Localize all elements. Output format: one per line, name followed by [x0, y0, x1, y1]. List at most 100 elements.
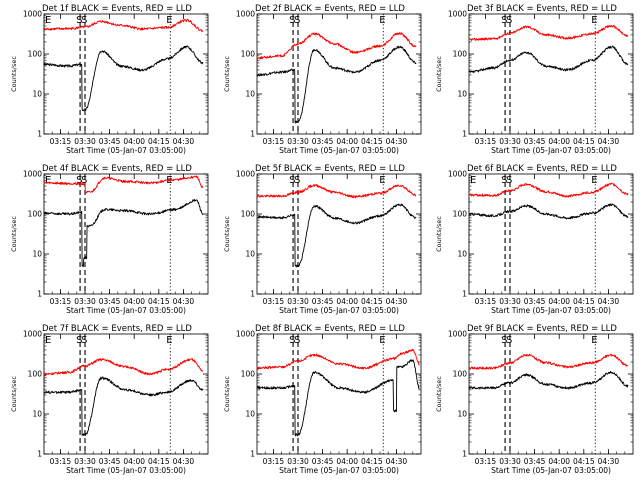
plot-frame — [468, 333, 634, 455]
y-tick-label: 1000 — [236, 10, 255, 19]
x-tick-label: 04:15 — [361, 457, 383, 466]
x-tick-label: 03:15 — [50, 137, 72, 146]
y-tick-label: 10 — [245, 90, 255, 99]
x-tick-label: 03:30 — [499, 457, 521, 466]
marker-label: S — [501, 175, 507, 186]
y-tick-label: 10 — [245, 410, 255, 419]
marker-label: S — [501, 15, 507, 26]
y-tick-label: 1000 — [448, 330, 467, 339]
x-tick-label: 04:30 — [598, 297, 620, 306]
series-line-lld — [468, 182, 629, 198]
x-tick-label: 04:15 — [148, 297, 170, 306]
marker-label: E — [379, 15, 385, 26]
y-tick-label: 100 — [28, 210, 43, 219]
series-line-lld — [256, 348, 420, 370]
y-tick-label: 1 — [250, 130, 255, 139]
plot-frame — [256, 13, 422, 135]
y-axis-label: Counts/sec — [223, 216, 231, 252]
x-tick-label: 03:30 — [499, 297, 521, 306]
series-line-events — [468, 45, 629, 74]
plot-frame — [43, 173, 209, 295]
panel-9: Det 9f BLACK = Events, RED = LLD 1 10 100 10… — [435, 324, 634, 475]
y-tick-label: 1000 — [236, 330, 255, 339]
x-tick-label: 04:30 — [598, 137, 620, 146]
x-tick-label: 03:30 — [74, 297, 96, 306]
x-tick-label: 03:45 — [99, 137, 121, 146]
marker-label: E — [379, 335, 385, 346]
marker-label: S — [81, 15, 87, 26]
x-tick-label: 04:30 — [173, 297, 195, 306]
x-tick-label: 04:15 — [148, 457, 170, 466]
marker-label: S — [76, 175, 82, 186]
y-tick-label: 10 — [32, 250, 42, 259]
y-tick-label: 100 — [453, 210, 468, 219]
panel-5: Det 5f BLACK = Events, RED = LLD 1 10 100 10… — [223, 164, 422, 315]
series-line-events — [468, 203, 629, 220]
x-tick-label: 04:00 — [548, 137, 570, 146]
x-tick-label: 04:00 — [336, 137, 358, 146]
panel-title: Det 4f BLACK = Events, RED = LLD — [42, 164, 192, 174]
y-axis-label: Counts/sec — [435, 56, 443, 92]
x-tick-label: 04:30 — [386, 457, 408, 466]
x-tick-label: 04:30 — [386, 297, 408, 306]
x-tick-label: 03:45 — [524, 457, 546, 466]
x-tick-label: 04:00 — [336, 457, 358, 466]
marker-label: E — [591, 335, 597, 346]
x-tick-label: 03:30 — [287, 457, 309, 466]
x-axis-label: Start Time (05-Jan-07 03:05:00) — [66, 146, 186, 155]
x-tick-label: 04:00 — [123, 137, 145, 146]
series-line-lld — [468, 353, 629, 370]
marker-label: S — [81, 335, 87, 346]
y-tick-label: 1000 — [23, 170, 42, 179]
y-axis-label: Counts/sec — [10, 376, 18, 412]
x-tick-label: 03:30 — [74, 457, 96, 466]
plot-frame — [43, 333, 209, 455]
series-line-events — [468, 371, 629, 390]
marker-label: E — [45, 335, 51, 346]
panel-title: Det 9f BLACK = Events, RED = LLD — [467, 324, 617, 334]
panel-title: Det 2f BLACK = Events, RED = LLD — [255, 4, 405, 14]
marker-label: S — [506, 15, 512, 26]
x-axis-label: Start Time (05-Jan-07 03:05:00) — [66, 466, 186, 475]
y-tick-label: 10 — [457, 250, 467, 259]
x-tick-label: 04:00 — [123, 457, 145, 466]
y-tick-label: 1 — [462, 450, 467, 459]
x-tick-label: 04:15 — [361, 297, 383, 306]
y-tick-label: 100 — [453, 370, 468, 379]
panel-8: Det 8f BLACK = Events, RED = LLD 1 10 100 10… — [223, 324, 422, 475]
y-tick-label: 10 — [32, 410, 42, 419]
panel-title: Det 5f BLACK = Events, RED = LLD — [255, 164, 405, 174]
marker-label: E — [591, 15, 597, 26]
x-tick-label: 04:00 — [123, 297, 145, 306]
panel-1: Det 1f BLACK = Events, RED = LLD 1 10 100 10… — [10, 4, 209, 155]
marker-label: E — [45, 175, 51, 186]
y-axis-label: Counts/sec — [223, 56, 231, 92]
marker-label: E — [591, 175, 597, 186]
y-tick-label: 100 — [28, 370, 43, 379]
x-tick-label: 03:45 — [312, 137, 334, 146]
series-line-lld — [468, 24, 629, 42]
x-tick-label: 03:15 — [263, 457, 285, 466]
y-axis-label: Counts/sec — [435, 216, 443, 252]
x-tick-label: 03:30 — [287, 137, 309, 146]
panel-7: Det 7f BLACK = Events, RED = LLD 1 10 100 10… — [10, 324, 209, 475]
series-line-events — [256, 203, 417, 268]
y-tick-label: 100 — [28, 50, 43, 59]
x-axis-label: Start Time (05-Jan-07 03:05:00) — [279, 146, 399, 155]
x-axis-label: Start Time (05-Jan-07 03:05:00) — [279, 306, 399, 315]
series-line-lld — [43, 358, 204, 376]
y-tick-label: 10 — [457, 410, 467, 419]
y-tick-label: 1 — [462, 130, 467, 139]
y-tick-label: 100 — [241, 370, 256, 379]
x-tick-label: 03:15 — [263, 297, 285, 306]
y-tick-label: 10 — [245, 250, 255, 259]
marker-label: S — [81, 175, 87, 186]
x-tick-label: 03:15 — [50, 297, 72, 306]
x-tick-label: 04:15 — [573, 137, 595, 146]
x-tick-label: 04:00 — [548, 297, 570, 306]
y-tick-label: 1 — [250, 290, 255, 299]
y-tick-label: 1 — [37, 130, 42, 139]
x-tick-label: 04:15 — [361, 137, 383, 146]
y-axis-label: Counts/sec — [223, 376, 231, 412]
x-tick-label: 03:15 — [50, 457, 72, 466]
